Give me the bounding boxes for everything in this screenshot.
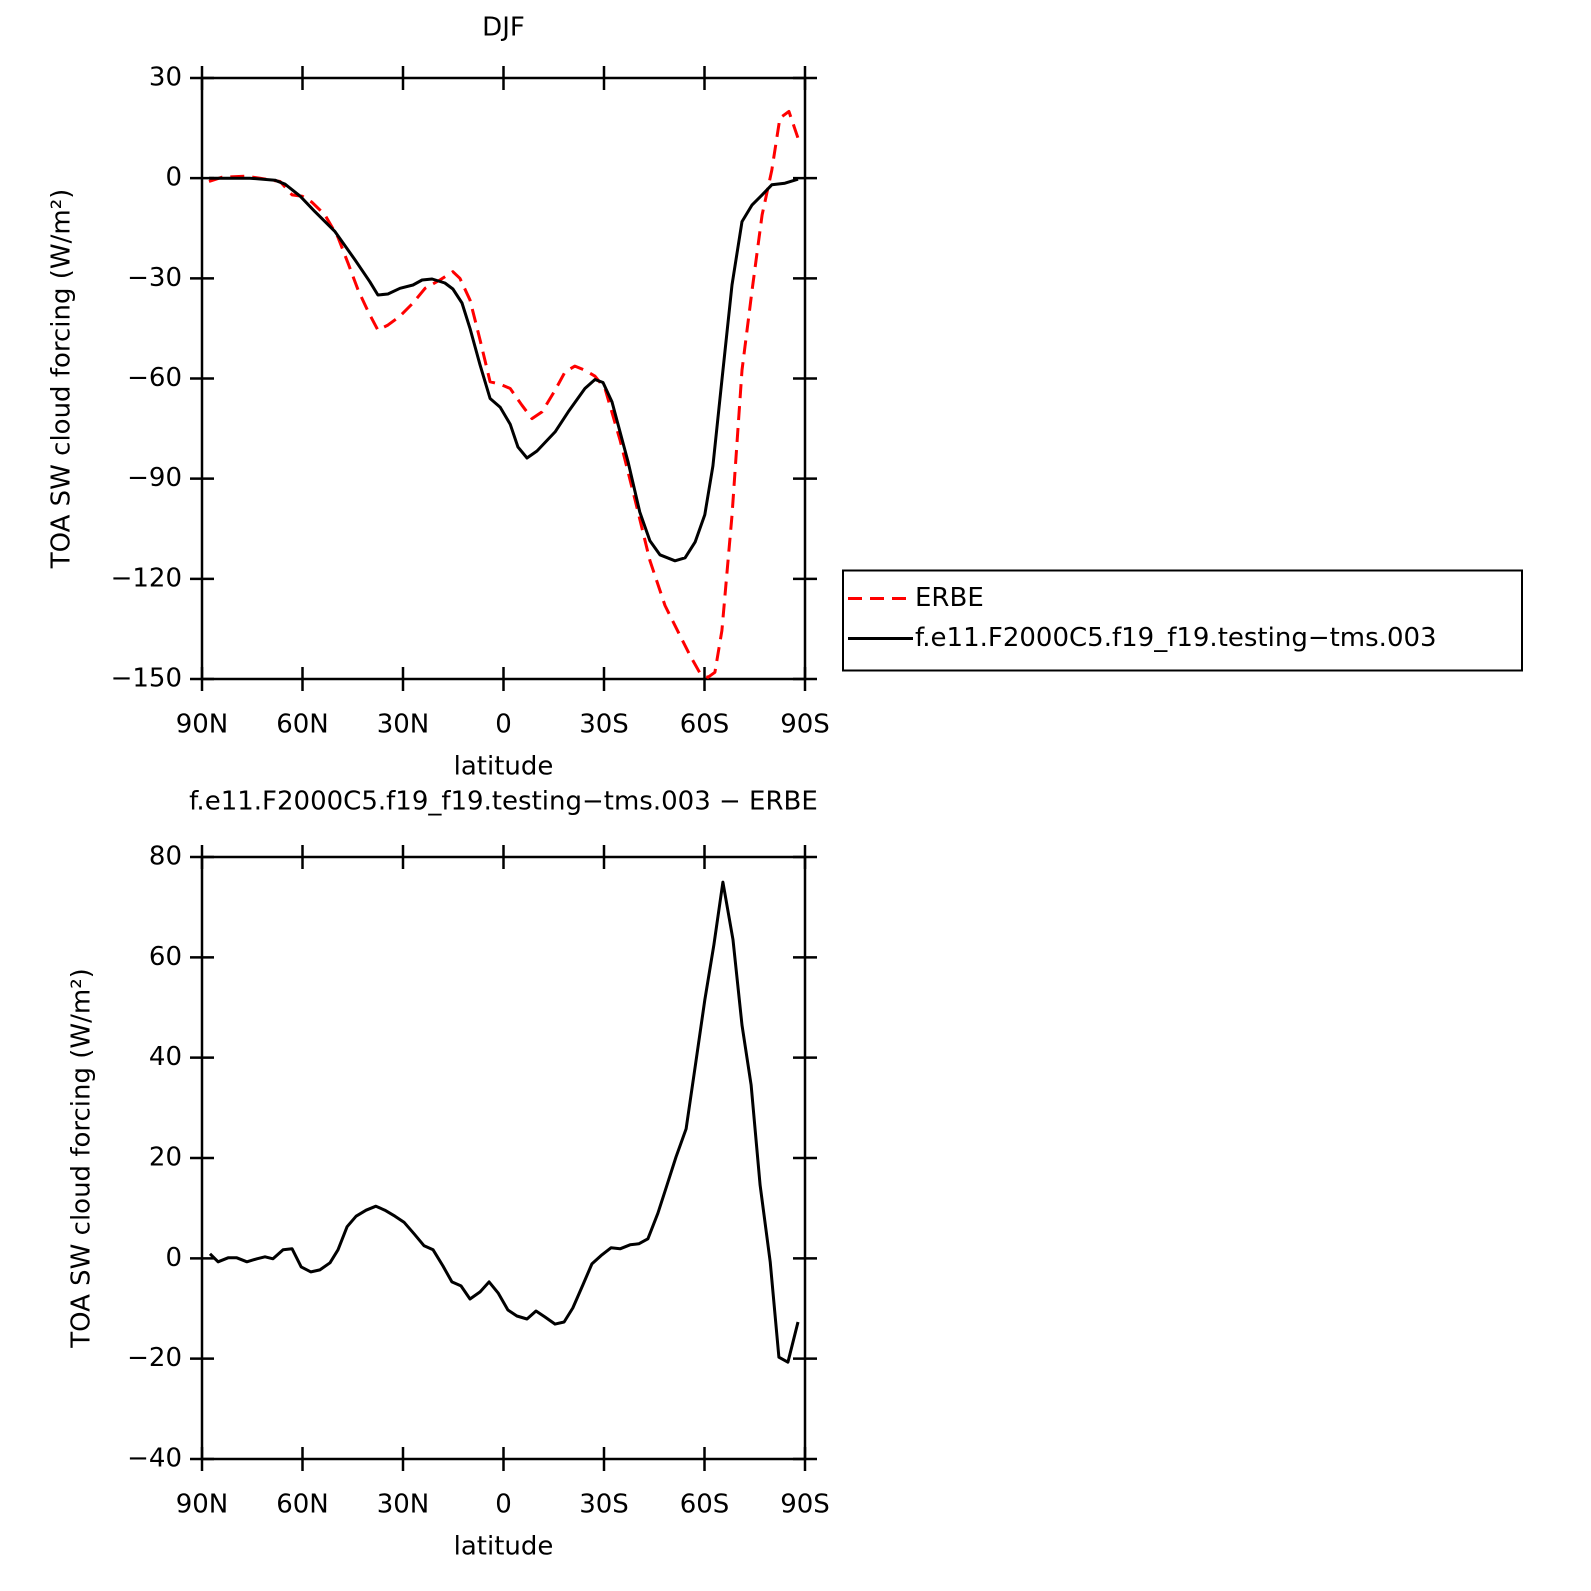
y-tick-label: 60 — [149, 942, 182, 972]
y-tick-label: −150 — [111, 664, 182, 694]
y-tick-label: 0 — [165, 163, 182, 193]
chart-title: f.e11.F2000C5.f19_f19.testing−tms.003 − … — [189, 787, 818, 817]
y-axis-label: TOA SW cloud forcing (W/m²) — [47, 189, 77, 570]
plot-frame — [200, 76, 807, 681]
y-tick-label: 40 — [149, 1042, 182, 1072]
x-tick-label: 60S — [680, 710, 730, 740]
x-tick-label: 60N — [276, 1490, 329, 1520]
x-tick-label: 0 — [495, 710, 512, 740]
x-tick-label: 0 — [495, 1490, 512, 1520]
x-tick-label: 30N — [377, 1490, 430, 1520]
y-tick-label: −40 — [127, 1444, 182, 1474]
x-axis-label: latitude — [454, 752, 554, 782]
x-tick-label: 30S — [579, 710, 629, 740]
y-tick-label: 20 — [149, 1143, 182, 1173]
data-line — [208, 880, 800, 1364]
x-tick-label: 60S — [680, 1490, 730, 1520]
y-tick-label: 80 — [149, 842, 182, 872]
legend-box — [842, 569, 1523, 672]
chart-title: DJF — [482, 13, 525, 43]
legend-label: ERBE — [915, 583, 984, 613]
data-line — [208, 109, 800, 679]
x-tick-label: 90S — [780, 710, 830, 740]
y-tick-label: −20 — [127, 1343, 182, 1373]
y-tick-label: −120 — [111, 563, 182, 593]
x-axis-label: latitude — [454, 1532, 554, 1562]
x-tick-label: 30N — [377, 710, 430, 740]
y-axis-label: TOA SW cloud forcing (W/m²) — [67, 968, 97, 1349]
y-tick-label: −30 — [127, 263, 182, 293]
x-tick-label: 90S — [780, 1490, 830, 1520]
y-tick-label: 30 — [149, 63, 182, 93]
x-tick-label: 90N — [176, 710, 229, 740]
y-tick-label: −90 — [127, 463, 182, 493]
data-line — [209, 176, 799, 563]
y-tick-label: 0 — [165, 1243, 182, 1273]
x-tick-label: 60N — [276, 710, 329, 740]
y-tick-label: −60 — [127, 363, 182, 393]
legend-label: f.e11.F2000C5.f19_f19.testing−tms.003 — [915, 623, 1437, 653]
x-tick-label: 90N — [176, 1490, 229, 1520]
x-tick-label: 30S — [579, 1490, 629, 1520]
